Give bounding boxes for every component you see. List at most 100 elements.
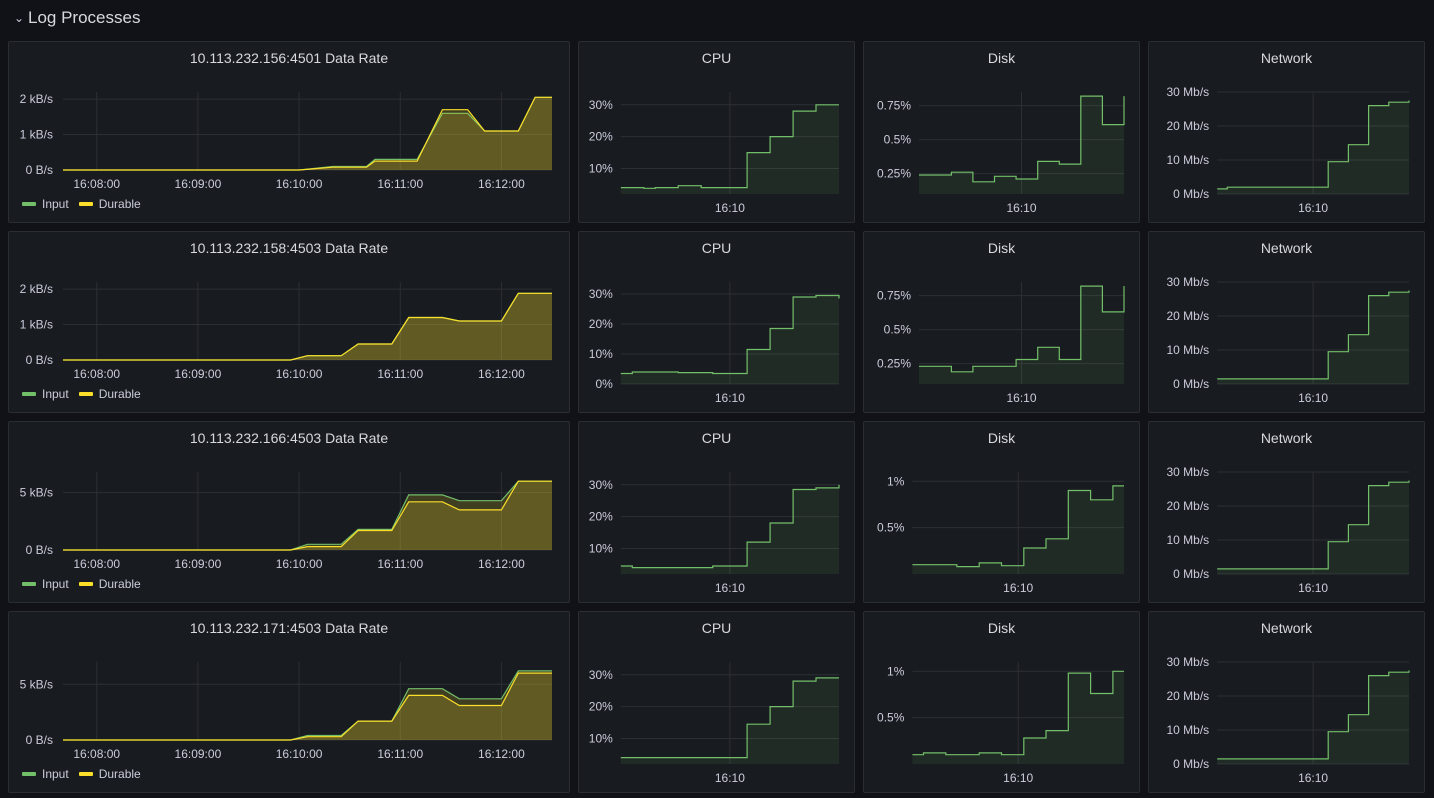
y-tick-label: 0.75% — [877, 99, 911, 113]
legend-item-durable[interactable]: Durable — [78, 767, 141, 781]
disk-panel[interactable]: Disk 0.5% 1% 16:10 — [863, 421, 1140, 603]
legend-item-durable[interactable]: Durable — [78, 387, 141, 401]
y-tick-label: 5 kB/s — [20, 486, 53, 500]
x-tick-label: 16:10 — [1006, 201, 1036, 215]
disk-panel[interactable]: Disk 0.25% 0.5% 0.75% 16:10 — [863, 41, 1140, 223]
series-area — [620, 295, 839, 384]
legend-item-input[interactable]: Input — [22, 197, 69, 211]
row-title: Log Processes — [28, 8, 141, 27]
panel-title[interactable]: Network — [1260, 50, 1313, 66]
panel-title[interactable]: Disk — [987, 620, 1016, 636]
series-area-durable — [63, 673, 552, 740]
chevron-down-icon[interactable]: ⌄ — [14, 11, 25, 25]
x-tick-label: 16:10 — [1298, 581, 1328, 595]
chart-svg: 0 B/s 1 kB/s 2 kB/s 16:08:00 16:09:00 16:10:0… — [20, 282, 552, 381]
network-panel[interactable]: Network 0 Mb/s 10 Mb/s 20 Mb/s 30 Mb/s 16:10 — [1148, 421, 1425, 603]
series-line — [620, 484, 840, 569]
y-tick-label: 30 Mb/s — [1167, 85, 1210, 99]
x-tick-label: 16:08:00 — [73, 177, 120, 191]
y-tick-label: 1 kB/s — [20, 318, 53, 332]
data-rate-panel[interactable]: 10.113.232.166:4503 Data Rate 0 B/s 5 kB/s… — [8, 421, 570, 603]
x-tick-label: 16:08:00 — [73, 557, 120, 571]
legend-label: Input — [42, 197, 69, 211]
data-rate-panel[interactable]: 10.113.232.158:4503 Data Rate 0 B/s 1 kB/s… — [8, 231, 570, 413]
panel-title[interactable]: Network — [1260, 620, 1313, 636]
disk-panel[interactable]: Disk 0.25% 0.5% 0.75% 16:10 — [863, 231, 1140, 413]
y-tick-label: 0 B/s — [26, 543, 53, 557]
panel-title[interactable]: Network — [1260, 430, 1313, 446]
panel-title[interactable]: Disk — [987, 50, 1016, 66]
y-tick-label: 0 Mb/s — [1173, 187, 1209, 201]
network-panel[interactable]: Network 0 Mb/s 10 Mb/s 20 Mb/s 30 Mb/s 16:10 — [1148, 611, 1425, 793]
panel-title[interactable]: CPU — [701, 240, 732, 256]
network-panel[interactable]: Network 0 Mb/s 10 Mb/s 20 Mb/s 30 Mb/s 16:10 — [1148, 41, 1425, 223]
y-tick-label: 2 kB/s — [20, 92, 53, 106]
y-tick-label: 10 Mb/s — [1167, 153, 1210, 167]
series-area — [1217, 100, 1409, 194]
panel-title[interactable]: Network — [1260, 240, 1313, 256]
legend-swatch — [22, 772, 36, 776]
legend-item-input[interactable]: Input — [22, 577, 69, 591]
series-area — [1217, 670, 1409, 764]
x-tick-label: 16:10:00 — [276, 557, 323, 571]
x-tick-label: 16:08:00 — [73, 367, 120, 381]
series-line — [620, 677, 839, 759]
cpu-panel[interactable]: CPU 10% 20% 30% 16:10 — [578, 611, 855, 793]
y-tick-label: 0.25% — [877, 357, 911, 371]
y-tick-label: 30 Mb/s — [1167, 275, 1210, 289]
series-line — [912, 670, 1124, 756]
x-tick-label: 16:09:00 — [175, 177, 222, 191]
legend-swatch — [78, 772, 93, 776]
panel-title[interactable]: CPU — [701, 430, 732, 446]
network-panel[interactable]: Network 0 Mb/s 10 Mb/s 20 Mb/s 30 Mb/s 16:10 — [1148, 231, 1425, 413]
series-line-durable — [63, 96, 552, 171]
y-tick-label: 20 Mb/s — [1167, 309, 1210, 323]
y-tick-label: 2 kB/s — [20, 282, 53, 296]
legend-label: Durable — [98, 197, 141, 211]
x-tick-label: 16:10:00 — [276, 747, 323, 761]
panel-title[interactable]: 10.113.232.166:4503 Data Rate — [189, 430, 389, 446]
y-tick-label: 20% — [589, 130, 613, 144]
chart-svg: 0.5% 1% 16:10 — [877, 472, 1124, 595]
series-line — [1217, 100, 1410, 190]
panel-title[interactable]: Disk — [987, 240, 1016, 256]
series-line — [912, 485, 1124, 568]
chart-svg: 0 Mb/s 10 Mb/s 20 Mb/s 30 Mb/s 16:10 — [1167, 275, 1410, 405]
y-tick-label: 10% — [589, 732, 613, 746]
y-tick-label: 0.5% — [877, 521, 905, 535]
panel-title[interactable]: CPU — [701, 50, 732, 66]
chart-svg: 0.25% 0.5% 0.75% 16:10 — [877, 92, 1125, 215]
y-tick-label: 30 Mb/s — [1167, 655, 1210, 669]
series-line — [620, 294, 840, 375]
panel-title[interactable]: 10.113.232.156:4501 Data Rate — [189, 50, 389, 66]
y-tick-label: 0 Mb/s — [1173, 377, 1209, 391]
legend-item-input[interactable]: Input — [22, 767, 69, 781]
panel-title[interactable]: 10.113.232.171:4503 Data Rate — [189, 620, 389, 636]
panel-title[interactable]: Disk — [987, 430, 1016, 446]
y-tick-label: 20 Mb/s — [1167, 499, 1210, 513]
series-line — [1217, 670, 1410, 760]
data-rate-panel[interactable]: 10.113.232.171:4503 Data Rate 0 B/s 5 kB/s… — [8, 611, 570, 793]
panel-title[interactable]: CPU — [701, 620, 732, 636]
chart-svg: 0 B/s 5 kB/s 16:08:00 16:09:00 16:10:00 16:11… — [20, 662, 552, 761]
cpu-panel[interactable]: CPU 10% 20% 30% 16:10 — [578, 41, 855, 223]
y-tick-label: 20 Mb/s — [1167, 689, 1210, 703]
series-area-durable — [63, 293, 552, 360]
x-tick-label: 16:10 — [1298, 391, 1328, 405]
legend-item-durable[interactable]: Durable — [78, 197, 141, 211]
data-rate-panel[interactable]: 10.113.232.156:4501 Data Rate 0 B/s 1 kB/s… — [8, 41, 570, 223]
row-header-log-processes[interactable]: ⌄ Log Processes — [14, 6, 140, 30]
cpu-panel[interactable]: CPU 0% 10% 20% 30% 16:10 — [578, 231, 855, 413]
disk-panel[interactable]: Disk 0.5% 1% 16:10 — [863, 611, 1140, 793]
series-area-durable — [63, 481, 552, 550]
legend-item-durable[interactable]: Durable — [78, 577, 141, 591]
x-tick-label: 16:10 — [715, 201, 745, 215]
panel-title[interactable]: 10.113.232.158:4503 Data Rate — [189, 240, 389, 256]
legend-label: Durable — [98, 387, 141, 401]
legend-label: Input — [42, 577, 69, 591]
legend-item-input[interactable]: Input — [22, 387, 69, 401]
legend-swatch — [22, 392, 36, 396]
series-line — [1217, 480, 1410, 570]
cpu-panel[interactable]: CPU 10% 20% 30% 16:10 — [578, 421, 855, 603]
x-tick-label: 16:09:00 — [175, 557, 222, 571]
